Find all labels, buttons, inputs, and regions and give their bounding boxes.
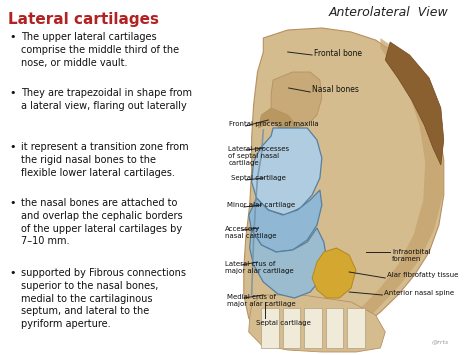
Polygon shape xyxy=(339,38,443,340)
Text: the nasal bones are attached to
and overlap the cephalic borders
of the upper la: the nasal bones are attached to and over… xyxy=(21,198,183,246)
Text: •: • xyxy=(10,198,16,208)
Text: •: • xyxy=(10,88,16,98)
Text: Alar fibrofatty tissue: Alar fibrofatty tissue xyxy=(387,272,458,278)
Text: it represent a transition zone from
the rigid nasal bones to the
flexible lower : it represent a transition zone from the … xyxy=(21,142,189,178)
Text: •: • xyxy=(10,32,16,42)
Text: The upper lateral cartilages
comprise the middle third of the
nose, or middle va: The upper lateral cartilages comprise th… xyxy=(21,32,180,67)
Polygon shape xyxy=(249,190,322,252)
Text: Lateral crus of
major alar cartilage: Lateral crus of major alar cartilage xyxy=(225,261,294,274)
Polygon shape xyxy=(385,42,444,165)
Polygon shape xyxy=(261,308,279,348)
Text: Septal cartilage: Septal cartilage xyxy=(255,320,310,326)
Text: Nasal bones: Nasal bones xyxy=(312,86,359,94)
Polygon shape xyxy=(244,28,444,350)
Polygon shape xyxy=(258,108,314,165)
Polygon shape xyxy=(347,308,365,348)
Text: Septal cartilage: Septal cartilage xyxy=(231,175,286,181)
Text: Accessory
nasal cartilage: Accessory nasal cartilage xyxy=(225,226,277,239)
Polygon shape xyxy=(304,308,322,348)
Polygon shape xyxy=(250,228,327,298)
Text: Minor alar cartilage: Minor alar cartilage xyxy=(227,202,295,208)
Text: Frontal process of maxilla: Frontal process of maxilla xyxy=(229,121,319,127)
Text: •: • xyxy=(10,268,16,278)
Text: supported by Fibrous connections
superior to the nasal bones,
medial to the cart: supported by Fibrous connections superio… xyxy=(21,268,186,329)
Polygon shape xyxy=(249,295,385,352)
Polygon shape xyxy=(312,248,356,298)
Polygon shape xyxy=(252,128,322,215)
Text: Lateral processes
of septal nasal
cartilage: Lateral processes of septal nasal cartil… xyxy=(228,146,289,166)
Text: Frontal bone: Frontal bone xyxy=(314,49,362,58)
Text: Infraorbital
foramen: Infraorbital foramen xyxy=(392,249,431,262)
Text: •: • xyxy=(10,142,16,152)
Polygon shape xyxy=(283,308,301,348)
Polygon shape xyxy=(326,308,343,348)
Polygon shape xyxy=(271,72,322,128)
Text: @rrts: @rrts xyxy=(431,340,449,345)
Text: They are trapezoidal in shape from
a lateral view, flaring out laterally: They are trapezoidal in shape from a lat… xyxy=(21,88,192,111)
Text: Anterolateral  View: Anterolateral View xyxy=(329,6,449,19)
Text: Medial crus of
major alar cartilage: Medial crus of major alar cartilage xyxy=(227,294,296,307)
Text: Anterior nasal spine: Anterior nasal spine xyxy=(384,290,455,296)
Text: Lateral cartilages: Lateral cartilages xyxy=(8,12,159,27)
